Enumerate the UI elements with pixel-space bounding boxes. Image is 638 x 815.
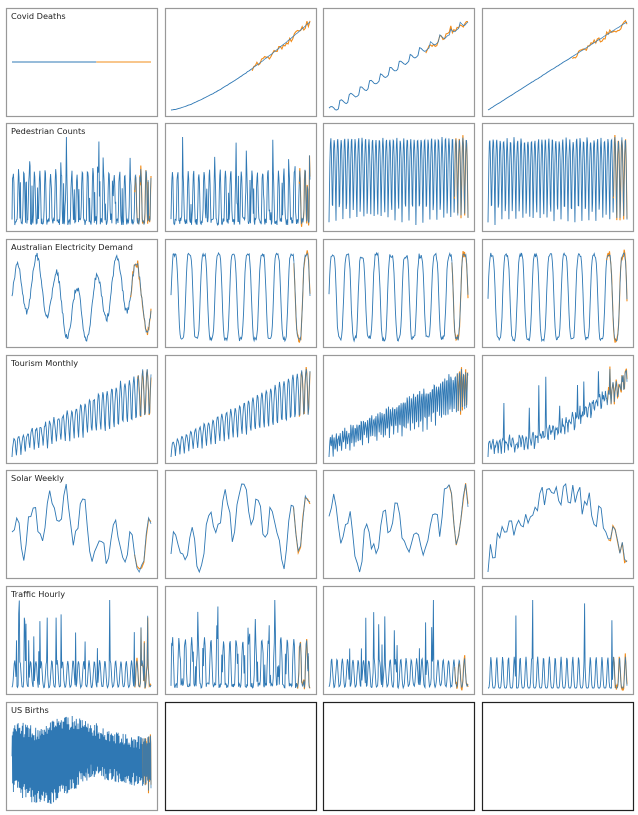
history-series-line xyxy=(11,376,139,458)
history-series-line xyxy=(328,251,453,343)
panel-title: Australian Electricity Demand xyxy=(11,242,133,252)
chart-panel-r5-c2 xyxy=(322,585,476,696)
history-series-tail xyxy=(298,368,311,416)
history-series-line xyxy=(487,483,609,573)
chart-panel-r5-c3 xyxy=(481,585,635,696)
history-series-line xyxy=(170,483,294,574)
history-series-line xyxy=(170,599,298,689)
history-series-line xyxy=(487,56,573,111)
history-series-line xyxy=(170,136,300,227)
history-series-tail xyxy=(572,21,628,57)
history-series-line xyxy=(170,373,300,458)
chart-panel-r3-c3 xyxy=(481,354,635,465)
panel-frame xyxy=(481,585,635,696)
panel-frame xyxy=(481,469,635,580)
history-series-tail xyxy=(606,252,628,342)
history-series-line xyxy=(328,136,455,226)
history-series-line xyxy=(488,599,615,689)
chart-panel-r2-c0: Australian Electricity Demand xyxy=(5,238,159,349)
history-series-line xyxy=(170,68,253,111)
history-series-tail xyxy=(134,615,152,689)
panel-frame xyxy=(481,701,635,812)
history-series-tail xyxy=(613,656,628,689)
history-series-line xyxy=(11,715,144,805)
history-series-tail xyxy=(454,658,469,689)
chart-panel-r3-c0: Tourism Monthly xyxy=(5,354,159,465)
panel-title: Traffic Hourly xyxy=(10,589,65,599)
forecast-series-line xyxy=(571,19,628,60)
history-series-line xyxy=(11,252,132,342)
history-series-line xyxy=(11,483,135,564)
history-series-line xyxy=(11,599,136,690)
history-series-line xyxy=(487,137,614,226)
history-series-tail xyxy=(451,253,469,341)
panel-title: Solar Weekly xyxy=(11,473,64,483)
history-series-tail xyxy=(425,21,469,52)
chart-panel-r6-c3 xyxy=(481,701,635,812)
panel-frame xyxy=(322,469,476,580)
chart-panel-r2-c1 xyxy=(164,238,318,349)
chart-panel-r2-c2 xyxy=(322,238,476,349)
panel-frame xyxy=(322,701,476,812)
panel-frame xyxy=(164,701,318,812)
chart-panel-r3-c2 xyxy=(322,354,476,465)
history-series-tail xyxy=(613,136,628,220)
chart-panel-r5-c0: Traffic Hourly xyxy=(5,585,159,696)
chart-panel-r6-c0: US Births xyxy=(5,701,159,812)
history-series-tail xyxy=(142,735,152,791)
panel-frame xyxy=(481,7,635,118)
history-series-tail xyxy=(137,368,152,417)
history-series-line xyxy=(487,252,608,343)
history-series-tail xyxy=(298,155,311,224)
history-series-line xyxy=(11,136,136,226)
chart-panel-r1-c1 xyxy=(164,122,318,233)
panel-frame xyxy=(164,7,318,118)
chart-panel-r6-c2 xyxy=(322,701,476,812)
history-series-tail xyxy=(606,368,628,406)
history-series-tail xyxy=(448,483,469,545)
panel-title: Pedestrian Counts xyxy=(11,126,85,136)
chart-panel-r0-c0: Covid Deaths xyxy=(5,7,159,118)
chart-panel-r5-c1 xyxy=(164,585,318,696)
history-series-tail xyxy=(134,516,152,573)
history-series-line xyxy=(328,599,456,690)
chart-panel-r0-c2 xyxy=(322,7,476,118)
history-series-tail xyxy=(454,137,469,218)
panel-frame xyxy=(164,238,318,349)
chart-panel-r1-c0: Pedestrian Counts xyxy=(5,122,159,233)
panel-title: US Births xyxy=(11,705,49,715)
history-series-tail xyxy=(608,525,628,563)
chart-panel-r1-c2 xyxy=(322,122,476,233)
panel-title: Covid Deaths xyxy=(11,11,66,21)
panel-title: Tourism Monthly xyxy=(10,358,78,368)
history-series-line xyxy=(328,484,450,573)
history-series-line xyxy=(328,373,458,458)
chart-panel-r4-c1 xyxy=(164,469,318,580)
history-series-line xyxy=(328,47,426,111)
chart-panel-r4-c0: Solar Weekly xyxy=(5,469,159,580)
history-series-tail xyxy=(134,168,152,225)
history-series-tail xyxy=(130,263,152,334)
history-series-line xyxy=(170,251,295,343)
history-series-tail xyxy=(456,368,469,412)
history-series-tail xyxy=(251,21,311,69)
history-series-tail xyxy=(293,252,311,341)
chart-panel-r6-c1 xyxy=(164,701,318,812)
forecast-series-line xyxy=(425,21,469,54)
history-series-tail xyxy=(293,494,311,553)
panel-frame xyxy=(5,238,159,349)
history-series-tail xyxy=(296,640,311,689)
chart-panel-r1-c3 xyxy=(481,122,635,233)
history-series-line xyxy=(487,371,608,458)
chart-panel-r3-c1 xyxy=(164,354,318,465)
chart-panel-r2-c3 xyxy=(481,238,635,349)
chart-panel-r4-c2 xyxy=(322,469,476,580)
panel-frame xyxy=(5,354,159,465)
chart-panel-r4-c3 xyxy=(481,469,635,580)
panel-frame xyxy=(5,469,159,580)
chart-panel-r0-c3 xyxy=(481,7,635,118)
chart-panel-r0-c1 xyxy=(164,7,318,118)
